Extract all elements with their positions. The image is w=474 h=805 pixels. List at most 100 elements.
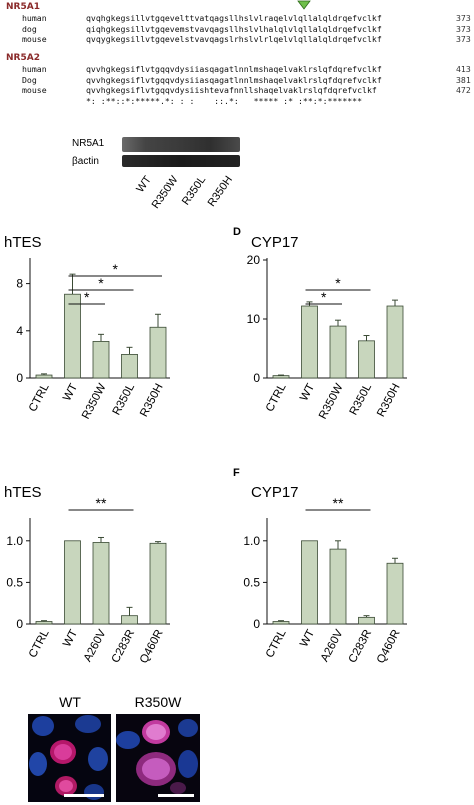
bar-q460r xyxy=(149,542,167,625)
sequence-position: 373 xyxy=(456,23,471,34)
bar-r350w xyxy=(329,325,347,379)
y-tick-label: 20 xyxy=(247,253,261,267)
bar-r350l xyxy=(358,340,375,379)
sequence-position: 472 xyxy=(456,85,471,95)
sequence-row: qvqhgkegsillvtgqevelttvatqagsllhslvlraqe… xyxy=(86,13,382,23)
species-label: mouse xyxy=(22,34,47,44)
y-tick-label: 1.0 xyxy=(243,534,260,548)
panel-letter-d: D xyxy=(233,226,241,238)
gene-label-nr5a2: NR5A2 xyxy=(6,53,40,63)
category-label: R350H xyxy=(138,382,165,419)
blot-lane-label: R350L xyxy=(179,174,208,208)
y-tick-label: 0 xyxy=(16,617,23,631)
panel-title-cyp17: CYP17 xyxy=(251,234,299,251)
bar-a260v xyxy=(92,542,110,625)
category-label: C283R xyxy=(347,628,374,665)
bar-ctrl xyxy=(35,621,53,625)
sequence-position: 373 xyxy=(456,13,471,23)
y-tick-label: 0 xyxy=(16,371,23,385)
species-label: human xyxy=(22,64,47,74)
category-label: WT xyxy=(61,628,80,649)
sequence-row: qiqhgkegsillvtgqevemstvavqagsllhslvlhalq… xyxy=(86,23,382,34)
sequence-row: qvqygkegsillvtgqevelstvavqagslrhslvlrlqe… xyxy=(86,34,382,44)
mutation-marker-icon xyxy=(297,0,311,10)
y-tick-label: 0 xyxy=(253,617,260,631)
significance-label: * xyxy=(98,275,104,291)
y-tick-label: 10 xyxy=(247,312,261,326)
bar-ctrl xyxy=(272,621,290,625)
blot-band-actin xyxy=(122,155,240,167)
category-label: R350L xyxy=(348,381,375,417)
sequence-alignment: NR5A1 human qvqhgkegsillvtgqevelttvatqag… xyxy=(4,0,474,110)
category-label: CTRL xyxy=(264,627,289,660)
category-label: R350W xyxy=(317,382,346,420)
bar-r350w xyxy=(92,341,110,379)
category-label: CTRL xyxy=(27,381,52,414)
category-label: A260V xyxy=(82,627,109,663)
panel-title-htes: hTES xyxy=(4,484,42,501)
species-label: mouse xyxy=(22,85,47,95)
panel-letter-f: F xyxy=(233,467,240,479)
category-label: R350L xyxy=(111,381,138,417)
bar-wt xyxy=(64,540,81,625)
category-label: C283R xyxy=(110,628,137,665)
bar-r350h xyxy=(386,305,404,379)
gene-label-nr5a1: NR5A1 xyxy=(6,2,40,12)
blot-lane-label: WT xyxy=(134,174,154,195)
bar-r350h xyxy=(149,326,167,379)
bar-c283r xyxy=(121,615,138,625)
micro-label-wt: WT xyxy=(59,694,81,710)
bar-chart-cyp17-variants: 0 0.5 1.0 CTRL WT A260V C283R Q460R ** xyxy=(243,496,407,666)
category-label: R350H xyxy=(375,382,402,419)
y-tick-label: 0.5 xyxy=(6,575,23,589)
sequence-row: qvvhgkegsiflvtgqqvdysiiasqagatlnnlmshaqe… xyxy=(86,64,382,74)
bar-chart-cyp17-r350: 0 10 20 CTRL WT R350W R350L R350H * * xyxy=(247,253,407,420)
blot-lane-label: R350W xyxy=(149,174,181,211)
y-tick-label: 1.0 xyxy=(6,534,23,548)
significance-label: * xyxy=(84,289,90,305)
panel-title-htes: hTES xyxy=(4,234,42,251)
category-label: R350W xyxy=(80,382,109,420)
significance-label: * xyxy=(335,275,341,291)
category-label: Q460R xyxy=(375,628,403,666)
blot-band-label: βactin xyxy=(72,156,99,167)
bar-r350l xyxy=(121,354,138,379)
category-label: CTRL xyxy=(27,627,52,660)
significance-label: * xyxy=(113,261,119,277)
bar-chart-htes-r350: 0 4 8 CTRL WT R350W R350L R350H * * * xyxy=(16,258,170,420)
micro-label-r350w: R350W xyxy=(134,694,182,710)
bar-a260v xyxy=(329,548,347,625)
bar-c283r xyxy=(358,616,375,625)
sequence-row: qvvhgkegsiflvtgqqvdysiiasqagatlnnlmshaqe… xyxy=(86,74,382,85)
significance-label: ** xyxy=(333,496,344,511)
bar-q460r xyxy=(386,562,404,625)
panel-title-cyp17: CYP17 xyxy=(251,484,299,501)
western-blot: NR5A1 βactin WT R350W R350L R350H xyxy=(72,134,272,244)
sequence-position: 413 xyxy=(456,64,471,74)
microscopy-image-r350w xyxy=(116,714,200,802)
category-label: WT xyxy=(61,382,80,403)
bar-ctrl xyxy=(272,375,290,379)
microscopy-image-wt xyxy=(28,714,111,802)
category-label: CTRL xyxy=(264,381,289,414)
significance-label: ** xyxy=(96,496,107,511)
bar-wt xyxy=(301,540,318,625)
consensus-row: *: :**::*:*****.*: : : ::.*: ***** :* :*… xyxy=(86,96,363,106)
species-label: human xyxy=(22,13,47,23)
y-tick-label: 0.5 xyxy=(243,575,260,589)
bar-wt xyxy=(301,305,318,379)
category-label: A260V xyxy=(319,627,346,663)
y-tick-label: 0 xyxy=(253,371,260,385)
category-label: WT xyxy=(298,628,317,649)
blot-lane-label: R350H xyxy=(205,174,235,209)
y-tick-label: 4 xyxy=(16,324,23,338)
sequence-position: 381 xyxy=(456,74,471,85)
blot-band-nr5a1 xyxy=(122,137,240,152)
sequence-row: qvvhgkegsiflvtgqqvdysiishtevafnnllshaqel… xyxy=(86,85,377,95)
blot-band-label: NR5A1 xyxy=(72,138,105,149)
significance-label: * xyxy=(321,289,327,305)
category-label: Q460R xyxy=(138,628,166,666)
bar-wt xyxy=(64,293,81,379)
bar-ctrl xyxy=(35,374,53,379)
species-label: Dog xyxy=(22,74,37,85)
